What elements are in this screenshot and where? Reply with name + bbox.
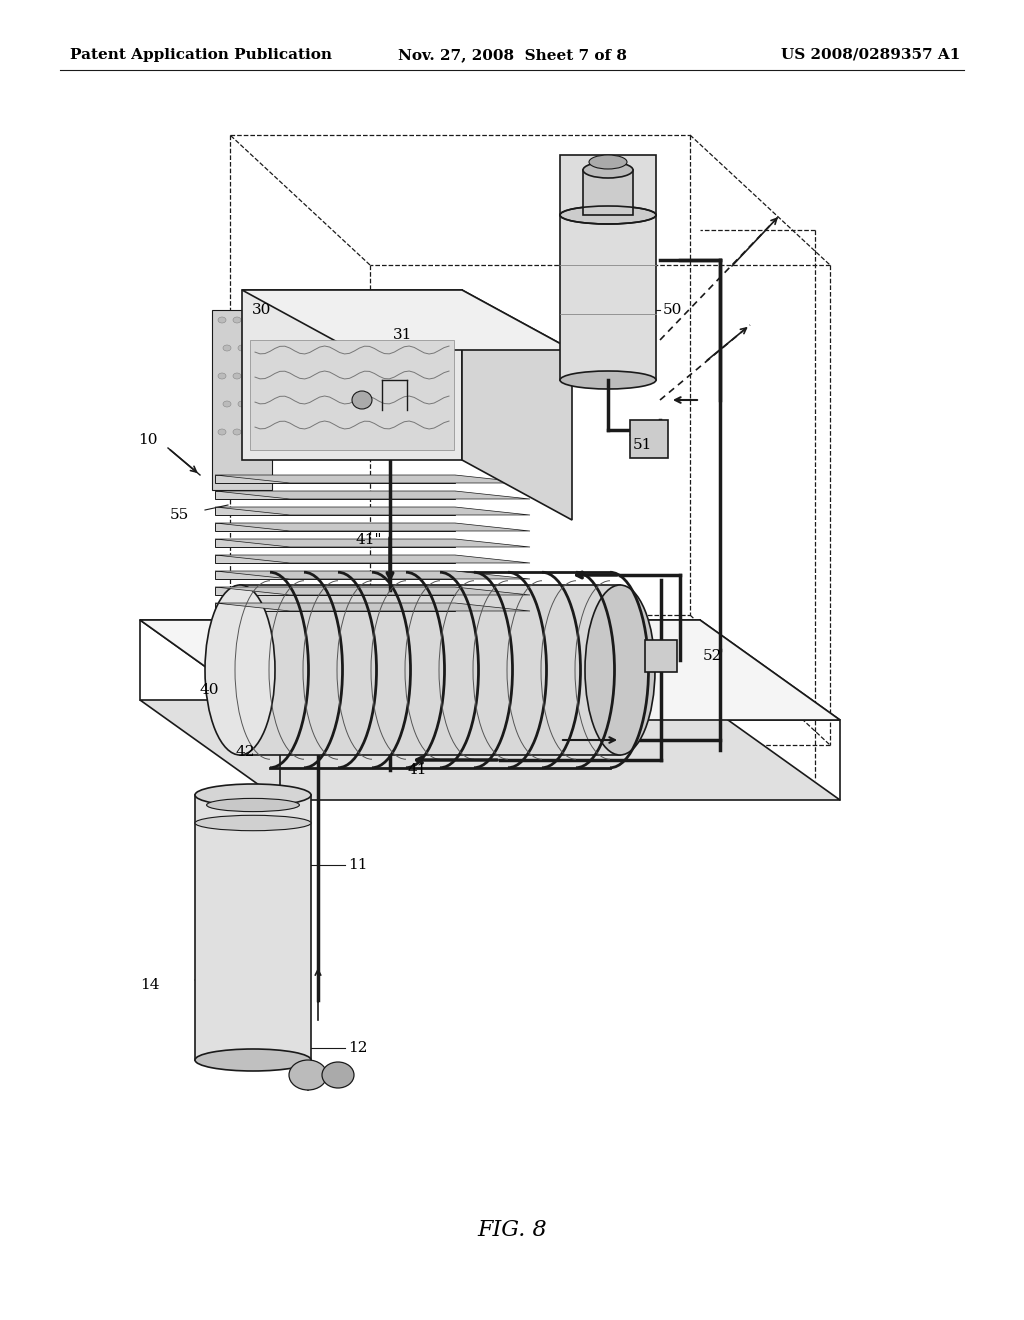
Text: 11: 11 bbox=[348, 858, 368, 873]
Polygon shape bbox=[215, 475, 530, 483]
Ellipse shape bbox=[233, 374, 241, 379]
Polygon shape bbox=[215, 507, 455, 515]
Ellipse shape bbox=[253, 345, 261, 351]
Ellipse shape bbox=[233, 429, 241, 436]
Polygon shape bbox=[215, 587, 530, 595]
Ellipse shape bbox=[218, 374, 226, 379]
Text: 41": 41" bbox=[355, 533, 382, 546]
Text: FIG. 8: FIG. 8 bbox=[477, 1218, 547, 1241]
Ellipse shape bbox=[585, 585, 655, 755]
Polygon shape bbox=[215, 523, 455, 531]
Polygon shape bbox=[215, 603, 530, 611]
Ellipse shape bbox=[322, 1063, 354, 1088]
Polygon shape bbox=[215, 507, 530, 515]
Polygon shape bbox=[583, 170, 633, 215]
Text: 52: 52 bbox=[703, 649, 722, 663]
Polygon shape bbox=[215, 554, 530, 564]
Ellipse shape bbox=[218, 317, 226, 323]
Polygon shape bbox=[240, 585, 620, 755]
Ellipse shape bbox=[248, 317, 256, 323]
Polygon shape bbox=[215, 491, 455, 499]
Ellipse shape bbox=[195, 816, 311, 830]
Ellipse shape bbox=[207, 799, 299, 812]
Text: 51: 51 bbox=[633, 438, 652, 451]
Ellipse shape bbox=[583, 162, 633, 178]
Polygon shape bbox=[215, 554, 455, 564]
Ellipse shape bbox=[195, 1049, 311, 1071]
Ellipse shape bbox=[238, 345, 246, 351]
Text: US 2008/0289357 A1: US 2008/0289357 A1 bbox=[780, 48, 961, 62]
Polygon shape bbox=[630, 420, 668, 458]
Text: Patent Application Publication: Patent Application Publication bbox=[70, 48, 332, 62]
Text: 10: 10 bbox=[138, 433, 158, 447]
Ellipse shape bbox=[589, 154, 627, 169]
Ellipse shape bbox=[195, 784, 311, 807]
Text: 41: 41 bbox=[408, 763, 427, 777]
Polygon shape bbox=[215, 572, 530, 579]
Ellipse shape bbox=[560, 206, 656, 224]
Polygon shape bbox=[242, 290, 572, 350]
Text: 12: 12 bbox=[348, 1041, 368, 1055]
Ellipse shape bbox=[218, 429, 226, 436]
Polygon shape bbox=[140, 620, 840, 719]
Ellipse shape bbox=[253, 401, 261, 407]
Text: 30: 30 bbox=[252, 304, 271, 317]
Polygon shape bbox=[215, 475, 455, 483]
Polygon shape bbox=[215, 539, 530, 546]
Ellipse shape bbox=[233, 317, 241, 323]
Polygon shape bbox=[215, 539, 455, 546]
Ellipse shape bbox=[238, 401, 246, 407]
Ellipse shape bbox=[248, 429, 256, 436]
Polygon shape bbox=[215, 587, 455, 595]
Polygon shape bbox=[140, 620, 840, 719]
Polygon shape bbox=[215, 572, 455, 579]
Ellipse shape bbox=[248, 374, 256, 379]
Text: 50: 50 bbox=[663, 304, 682, 317]
Ellipse shape bbox=[223, 345, 231, 351]
Polygon shape bbox=[140, 700, 840, 800]
Ellipse shape bbox=[205, 585, 275, 755]
Polygon shape bbox=[250, 341, 454, 450]
Text: 55: 55 bbox=[170, 508, 189, 521]
Polygon shape bbox=[195, 795, 311, 1060]
Ellipse shape bbox=[352, 391, 372, 409]
Text: 42: 42 bbox=[234, 744, 255, 759]
Polygon shape bbox=[215, 491, 530, 499]
Polygon shape bbox=[462, 290, 572, 520]
Polygon shape bbox=[215, 523, 530, 531]
Text: 40: 40 bbox=[200, 682, 219, 697]
Polygon shape bbox=[645, 640, 677, 672]
Polygon shape bbox=[215, 603, 455, 611]
Text: 14: 14 bbox=[140, 978, 160, 993]
Ellipse shape bbox=[223, 401, 231, 407]
Polygon shape bbox=[242, 290, 462, 459]
Text: 31: 31 bbox=[393, 327, 413, 342]
Ellipse shape bbox=[560, 371, 656, 389]
Ellipse shape bbox=[289, 1060, 327, 1090]
Text: Nov. 27, 2008  Sheet 7 of 8: Nov. 27, 2008 Sheet 7 of 8 bbox=[397, 48, 627, 62]
Polygon shape bbox=[212, 310, 272, 490]
Polygon shape bbox=[560, 154, 656, 380]
